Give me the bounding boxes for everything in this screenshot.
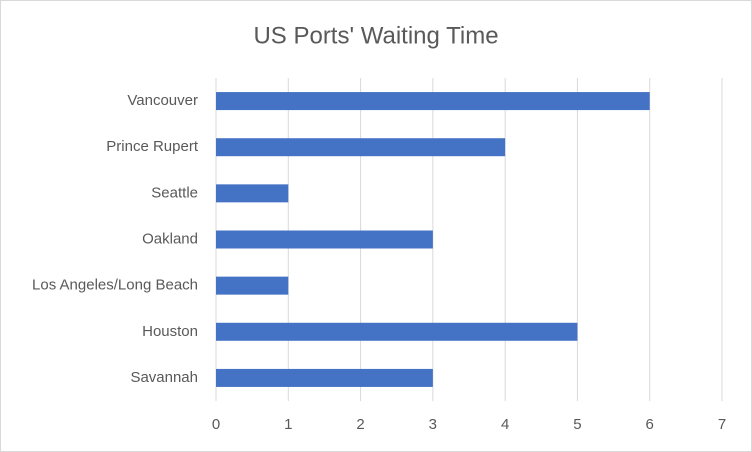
bar <box>216 276 289 295</box>
x-tick-label: 0 <box>212 416 220 433</box>
y-tick-label: Savannah <box>130 369 198 386</box>
bar <box>216 184 289 203</box>
y-tick-label: Vancouver <box>127 92 198 109</box>
x-tick-label: 7 <box>718 416 726 433</box>
bar <box>216 92 650 111</box>
bar <box>216 230 433 249</box>
x-tick-label: 2 <box>356 416 364 433</box>
x-tick-label: 4 <box>501 416 509 433</box>
y-tick-label: Los Angeles/Long Beach <box>32 277 198 294</box>
bar <box>216 368 433 387</box>
x-tick-label: 3 <box>429 416 437 433</box>
x-tick-label: 5 <box>573 416 581 433</box>
bar <box>216 322 578 341</box>
y-tick-label: Prince Rupert <box>106 138 199 155</box>
chart-title: US Ports' Waiting Time <box>253 22 498 49</box>
y-tick-label: Seattle <box>151 184 198 201</box>
bar <box>216 138 506 157</box>
x-tick-label: 1 <box>284 416 292 433</box>
y-tick-label: Houston <box>142 323 198 340</box>
x-tick-label: 6 <box>646 416 654 433</box>
y-tick-label: Oakland <box>142 230 198 247</box>
